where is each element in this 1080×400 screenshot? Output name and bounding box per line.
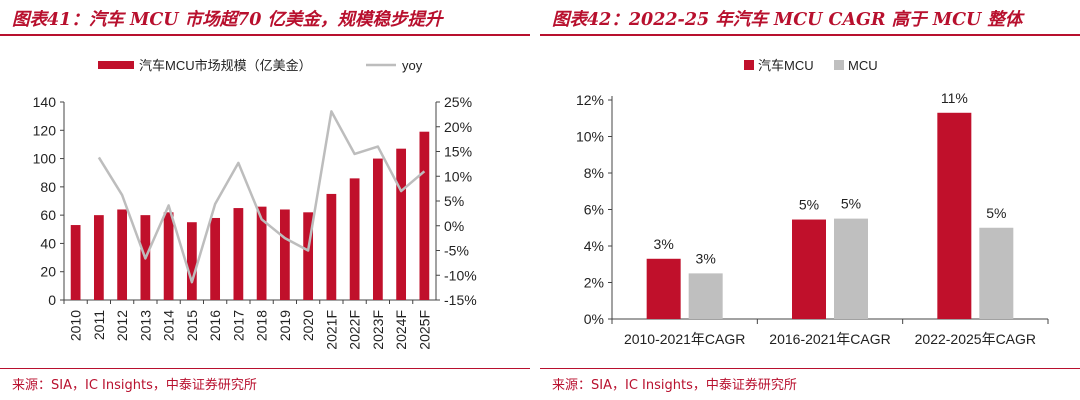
right-title-rule — [540, 34, 1080, 36]
y-left-tick-label: 100 — [33, 151, 57, 167]
x-tick-label: 2011 — [91, 310, 107, 340]
y-tick-label: 10% — [576, 129, 604, 145]
y-right-tick-label: 25% — [444, 94, 472, 110]
data-label: 5% — [799, 197, 819, 213]
data-label: 11% — [941, 90, 968, 106]
bar-market-size — [163, 212, 174, 300]
bar-mcu — [688, 273, 723, 319]
bar-market-size — [186, 222, 197, 300]
y-left-tick-label: 80 — [40, 179, 56, 195]
y-tick-label: 8% — [584, 165, 604, 181]
x-tick-label: 2014 — [161, 310, 177, 341]
y-tick-label: 0% — [584, 311, 604, 327]
right-chart: 汽车MCU MCU 0% 2% 4% 6% 8% 10% 12% 3% 3% 2010-2021年CA… — [576, 58, 1049, 347]
legend-swatch-auto-mcu — [744, 60, 754, 70]
x-tick-label: 2019 — [277, 310, 293, 341]
legend-label-market-size: 汽车MCU市场规模（亿美金） — [139, 58, 312, 73]
bar-market-size — [70, 225, 81, 300]
x-tick-label: 2016 — [207, 310, 223, 341]
y-tick-label: 12% — [576, 92, 604, 108]
left-source-rule — [0, 368, 530, 369]
y-tick-label: 4% — [584, 238, 604, 254]
bar-market-size — [279, 209, 290, 300]
bar-market-size — [326, 193, 337, 300]
x-tick-label: 2020 — [300, 310, 316, 341]
x-category-label: 2022-2025年CAGR — [915, 331, 1036, 347]
x-tick-label: 2010 — [68, 310, 84, 341]
x-tick-label: 2023F — [370, 310, 386, 350]
y-left-tick-label: 0 — [48, 292, 56, 308]
legend-label-auto-mcu: 汽车MCU — [758, 58, 814, 73]
x-tick-label: 2012 — [114, 310, 130, 341]
y-tick-label: 6% — [584, 202, 604, 218]
x-tick-label: 2021F — [323, 310, 339, 350]
y-right-tick-label: -10% — [444, 267, 477, 283]
y-right-tick-label: 15% — [444, 144, 472, 160]
y-left-tick-label: 40 — [40, 235, 56, 251]
bar-mcu — [979, 227, 1014, 319]
bar-market-size — [256, 206, 267, 300]
y-right-tick-label: 5% — [444, 193, 464, 209]
line-yoy — [97, 110, 426, 284]
x-tick-label: 2017 — [230, 310, 246, 341]
y-left-tick-label: 120 — [33, 122, 57, 138]
y-tick-label: 2% — [584, 275, 604, 291]
left-source-note: 来源：SIA，IC Insights，中泰证券研究所 — [12, 378, 257, 393]
y-left-tick-label: 140 — [33, 94, 57, 110]
left-title-rule — [0, 34, 530, 36]
x-tick-label: 2024F — [393, 310, 409, 350]
x-category-label: 2016-2021年CAGR — [769, 331, 890, 347]
bar-auto-mcu — [937, 112, 972, 320]
y-right-tick-label: 10% — [444, 168, 472, 184]
legend-swatch-market-size — [98, 61, 134, 69]
data-label: 3% — [654, 236, 674, 252]
y-right-tick-label: -15% — [444, 292, 477, 308]
x-tick-label: 2025F — [416, 310, 432, 350]
legend-label-yoy: yoy — [402, 58, 423, 73]
bar-auto-mcu — [792, 219, 826, 319]
right-source-rule — [540, 368, 1080, 369]
right-source-note: 来源：SIA，IC Insights，中泰证券研究所 — [552, 378, 797, 393]
right-figure-panel: 图表42：2022-25 年汽车 MCU CAGR 高于 MCU 整体 汽车MC… — [540, 0, 1080, 400]
bar-market-size — [349, 178, 360, 300]
x-tick-label: 2015 — [184, 310, 200, 341]
legend-swatch-mcu — [834, 60, 844, 70]
legend-label-mcu: MCU — [848, 58, 878, 73]
x-tick-label: 2013 — [137, 310, 153, 341]
bar-mcu — [834, 218, 868, 319]
bar-market-size — [233, 208, 244, 300]
x-category-label: 2010-2021年CAGR — [624, 331, 745, 347]
bar-market-size — [419, 131, 430, 300]
y-left-tick-label: 60 — [40, 207, 56, 223]
bar-auto-mcu — [646, 258, 681, 319]
bar-market-size — [117, 209, 128, 300]
y-left-tick-label: 20 — [40, 264, 56, 280]
data-label: 5% — [986, 205, 1006, 221]
data-label: 3% — [696, 250, 716, 266]
y-right-tick-label: -5% — [444, 243, 469, 259]
right-figure-title: 图表42：2022-25 年汽车 MCU CAGR 高于 MCU 整体 — [552, 10, 1023, 30]
bar-market-size — [210, 217, 221, 300]
left-figure-panel: 图表41：汽车 MCU 市场超70 亿美金，规模稳步提升 汽车MCU市场规模（亿… — [0, 0, 530, 400]
bar-market-size — [93, 215, 104, 300]
bar-market-size — [303, 212, 314, 300]
y-right-tick-label: 20% — [444, 119, 472, 135]
left-chart: 汽车MCU市场规模（亿美金） yoy 0 20 40 60 80 100 120 140 -15% -… — [33, 58, 477, 350]
y-right-tick-label: 0% — [444, 218, 464, 234]
bar-market-size — [396, 148, 407, 300]
data-label: 5% — [841, 196, 861, 212]
x-tick-label: 2018 — [254, 310, 270, 341]
bar-market-size — [372, 158, 383, 300]
x-tick-label: 2022F — [347, 310, 363, 350]
left-figure-title: 图表41：汽车 MCU 市场超70 亿美金，规模稳步提升 — [12, 10, 443, 30]
